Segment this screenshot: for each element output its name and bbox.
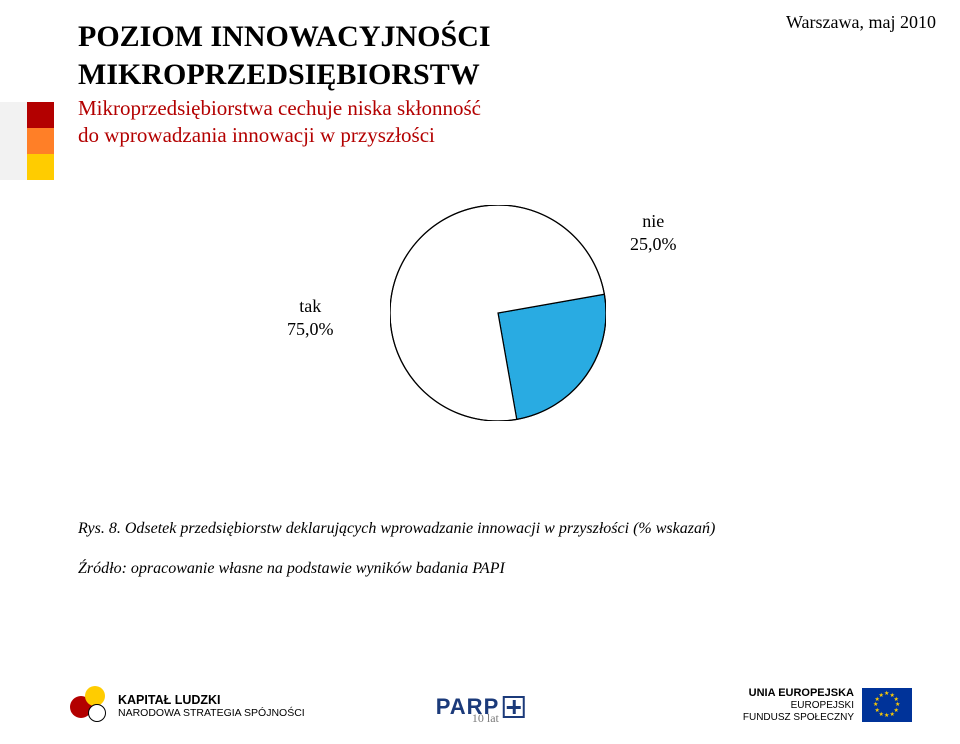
eu-line3: FUNDUSZ SPOŁECZNY xyxy=(743,712,854,724)
eu-text: UNIA EUROPEJSKA EUROPEJSKI FUNDUSZ SPOŁE… xyxy=(743,687,854,724)
title-block: POZIOM INNOWACYJNOŚCI MIKROPRZEDSIĘBIORS… xyxy=(78,18,491,150)
logo-kapital-ludzki: KAPITAŁ LUDZKI NARODOWA STRATEGIA SPÓJNO… xyxy=(70,686,305,726)
pie-label-nie: nie 25,0% xyxy=(630,210,677,255)
pie-label-tak: tak 75,0% xyxy=(287,295,334,340)
pie-label-tak-text: tak xyxy=(287,295,334,318)
eu-line1: UNIA EUROPEJSKA xyxy=(743,687,854,700)
parp-sub: 10 lat xyxy=(472,711,499,726)
title-line-1: POZIOM INNOWACYJNOŚCI xyxy=(78,18,491,56)
pie-label-nie-pct: 25,0% xyxy=(630,233,677,256)
figure-caption: Rys. 8. Odsetek przedsiębiorstw deklaruj… xyxy=(78,520,715,538)
pie-wrapper xyxy=(390,205,606,426)
kl-line1: KAPITAŁ LUDZKI xyxy=(118,693,305,707)
subtitle-line-1: Mikroprzedsiębiorstwa cechuje niska skło… xyxy=(78,95,491,122)
pie-label-nie-text: nie xyxy=(630,210,677,233)
eu-line2: EUROPEJSKI xyxy=(743,700,854,712)
subtitle-line-2: do wprowadzania innowacji w przyszłości xyxy=(78,122,491,149)
pie-chart: nie 25,0% tak 75,0% xyxy=(270,195,690,455)
logo-parp: PARP 10 lat xyxy=(436,694,525,720)
accent-bars xyxy=(0,102,54,180)
logo-eu: UNIA EUROPEJSKA EUROPEJSKI FUNDUSZ SPOŁE… xyxy=(743,687,912,724)
pie-label-tak-pct: 75,0% xyxy=(287,318,334,341)
kl-icon xyxy=(70,686,110,726)
subtitle: Mikroprzedsiębiorstwa cechuje niska skło… xyxy=(78,95,491,150)
parp-icon xyxy=(502,696,524,718)
pie-svg xyxy=(390,205,606,421)
eu-flag-icon: ★★★★★★★★★★★★ xyxy=(862,688,912,722)
title-line-2: MIKROPRZEDSIĘBIORSTW xyxy=(78,56,491,94)
footer: KAPITAŁ LUDZKI NARODOWA STRATEGIA SPÓJNO… xyxy=(0,660,960,726)
figure-source: Źródło: opracowanie własne na podstawie … xyxy=(78,560,505,578)
header-date: Warszawa, maj 2010 xyxy=(786,12,936,33)
kl-line2: NARODOWA STRATEGIA SPÓJNOŚCI xyxy=(118,707,305,719)
kl-text: KAPITAŁ LUDZKI NARODOWA STRATEGIA SPÓJNO… xyxy=(118,693,305,719)
